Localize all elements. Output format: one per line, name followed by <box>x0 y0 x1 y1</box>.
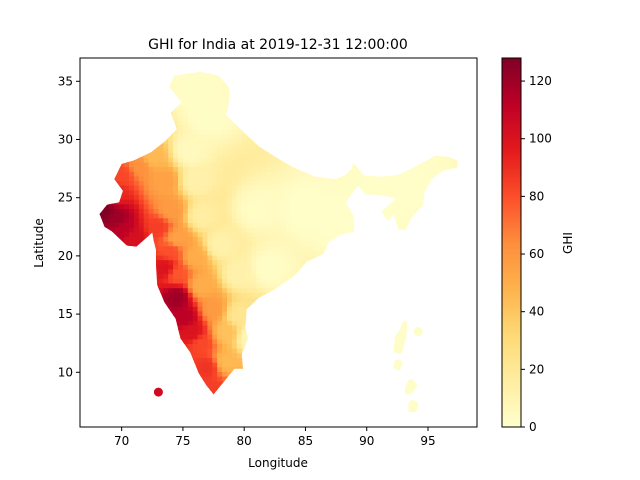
x-tick-label: 75 <box>175 434 190 448</box>
plot-area <box>99 72 458 412</box>
x-tick-label: 70 <box>114 434 129 448</box>
colorbar-tick-label: 120 <box>529 74 552 88</box>
x-axis-label: Longitude <box>248 456 308 470</box>
x-tick-label: 95 <box>420 434 435 448</box>
y-tick-label: 10 <box>58 365 73 379</box>
chart-title: GHI for India at 2019-12-31 12:00:00 <box>148 37 408 53</box>
x-tick-label: 80 <box>237 434 252 448</box>
x-tick-label: 85 <box>298 434 313 448</box>
point-markers <box>153 327 423 397</box>
data-point-0 <box>153 387 163 397</box>
colorbar-tick-label: 20 <box>529 362 544 376</box>
x-axis: 70 75 80 85 90 95 <box>114 427 436 448</box>
colorbar-tick-label: 100 <box>529 132 552 146</box>
y-tick-label: 30 <box>58 132 73 146</box>
colorbar-tick-label: 80 <box>529 189 544 203</box>
colorbar-tick-label: 60 <box>529 247 544 261</box>
y-tick-label: 15 <box>58 307 73 321</box>
y-tick-label: 25 <box>58 191 73 205</box>
colorbar-label: GHI <box>561 232 575 254</box>
colorbar-frame <box>501 57 522 428</box>
ghi-field-layer <box>99 72 458 400</box>
region-shapes <box>393 320 419 412</box>
colorbar: 0 20 40 60 80 100 120 GHI <box>501 57 575 434</box>
y-tick-label: 35 <box>58 74 73 88</box>
x-tick-label: 90 <box>359 434 374 448</box>
plot-frame <box>79 57 478 428</box>
y-axis-label: Latitude <box>32 218 46 267</box>
region-nicobar-1 <box>404 379 417 395</box>
colorbar-tick-label: 0 <box>529 420 537 434</box>
y-axis: 10 15 20 25 30 35 <box>58 74 80 379</box>
region-nicobar-2 <box>408 400 419 412</box>
colorbar-ticks: 0 20 40 60 80 100 120 <box>521 74 552 434</box>
colorbar-tick-label: 40 <box>529 305 544 319</box>
region-andaman-2 <box>393 359 403 371</box>
y-tick-label: 20 <box>58 249 73 263</box>
data-point-1 <box>413 327 423 336</box>
colorbar-gradient <box>502 58 521 427</box>
region-andaman-1 <box>393 320 408 354</box>
